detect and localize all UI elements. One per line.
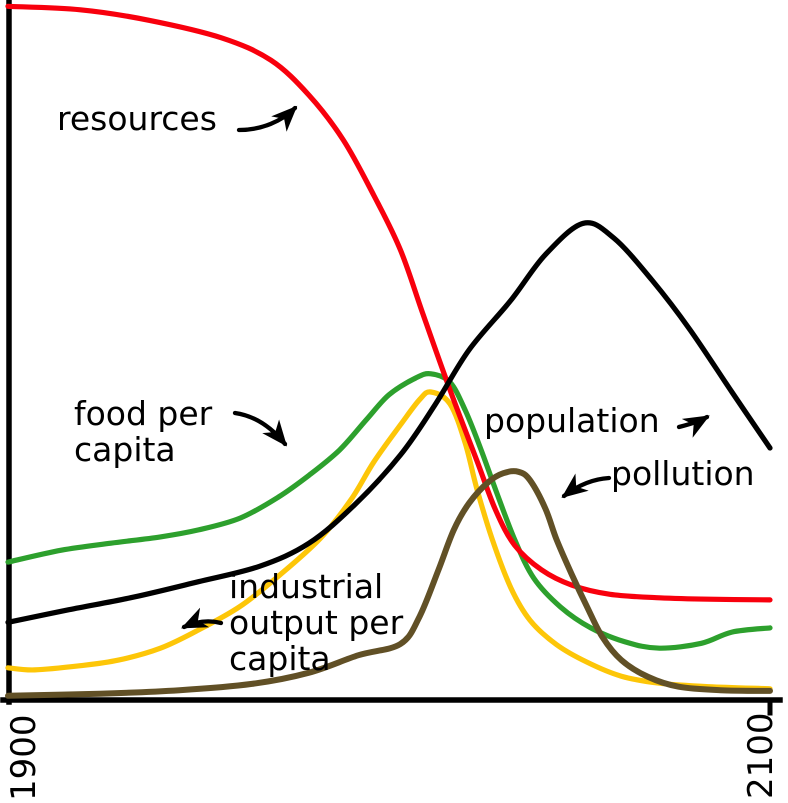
x-tick-label-1900: 1900	[4, 714, 44, 801]
population-arrow	[676, 414, 710, 438]
label-food-line2: capita	[74, 430, 176, 469]
curve-pollution	[5, 468, 773, 699]
industrial-output-arrow	[181, 607, 224, 630]
pollution-arrow	[561, 473, 612, 499]
label-resources: resources	[57, 99, 217, 138]
label-industrial-line1: industrial	[229, 567, 384, 606]
label-pollution: pollution	[611, 454, 755, 493]
label-food-line1: food per	[74, 394, 213, 433]
label-population: population	[484, 401, 660, 440]
food-per-capita-arrow	[232, 410, 288, 447]
curve-resources	[5, 3, 773, 603]
label-industrial-line3: capita	[229, 639, 331, 678]
curve-food-per-capita	[5, 371, 773, 651]
curve-population	[5, 220, 773, 625]
label-industrial-output-per-capita: industrial output per capita	[229, 569, 403, 677]
x-tick-label-2100: 2100	[741, 712, 781, 799]
resources-arrow	[236, 105, 298, 133]
curve-industrial-output-per-capita	[5, 389, 773, 692]
label-food-per-capita: food per capita	[74, 396, 212, 468]
label-industrial-line2: output per	[229, 603, 404, 642]
curves-group	[5, 3, 773, 699]
